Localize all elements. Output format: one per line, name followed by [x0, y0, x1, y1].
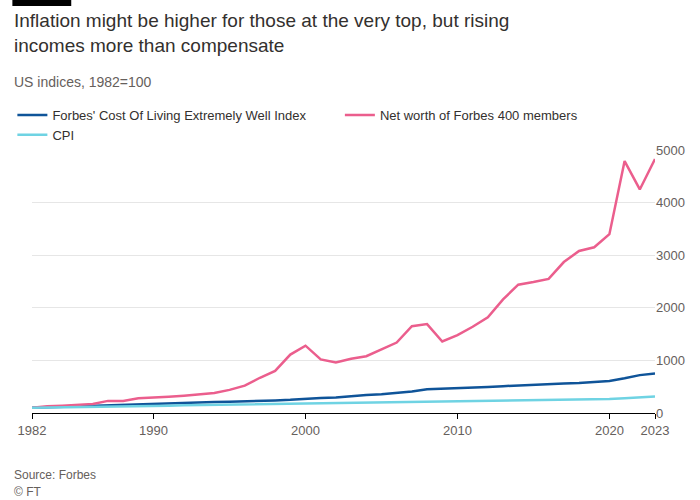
svg-text:Net worth of Forbes 400 member: Net worth of Forbes 400 members — [380, 108, 578, 123]
svg-text:Inflation might be higher for: Inflation might be higher for those at t… — [14, 10, 509, 56]
svg-text:2010: 2010 — [443, 423, 472, 438]
svg-text:© FT: © FT — [14, 485, 42, 499]
svg-text:4000: 4000 — [656, 195, 685, 210]
svg-text:0: 0 — [656, 406, 663, 421]
svg-text:2023: 2023 — [641, 423, 670, 438]
svg-text:2020: 2020 — [595, 423, 624, 438]
svg-text:1990: 1990 — [139, 423, 168, 438]
svg-text:5000: 5000 — [656, 143, 685, 158]
svg-text:Forbes' Cost Of Living Extreme: Forbes' Cost Of Living Extremely Well In… — [52, 108, 306, 123]
svg-text:US indices, 1982=100: US indices, 1982=100 — [14, 74, 152, 90]
svg-text:2000: 2000 — [656, 300, 685, 315]
svg-text:Source: Forbes: Source: Forbes — [14, 468, 96, 482]
svg-text:2000: 2000 — [291, 423, 320, 438]
svg-text:CPI: CPI — [52, 128, 74, 143]
svg-text:3000: 3000 — [656, 248, 685, 263]
svg-text:1000: 1000 — [656, 353, 685, 368]
svg-text:1982: 1982 — [18, 423, 47, 438]
